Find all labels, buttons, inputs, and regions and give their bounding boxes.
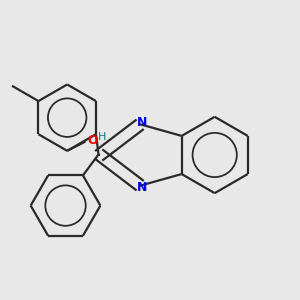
Text: N: N [137,181,147,194]
Text: H: H [98,132,106,142]
Text: N: N [137,116,147,129]
Text: O: O [87,134,98,147]
